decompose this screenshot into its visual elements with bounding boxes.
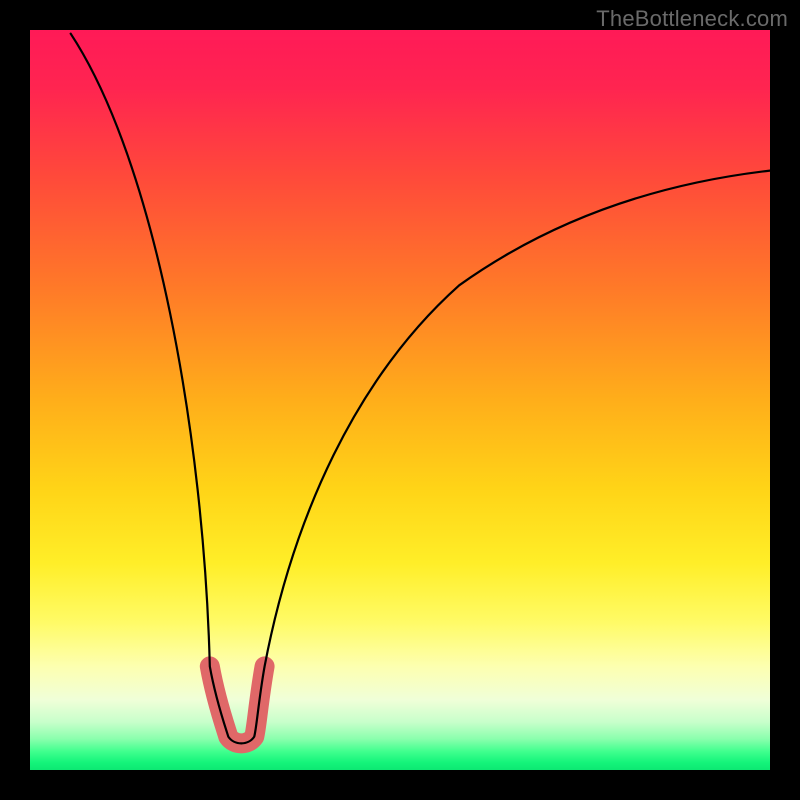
gradient-background <box>30 30 770 770</box>
chart-frame <box>30 30 770 770</box>
plot-svg <box>30 30 770 770</box>
watermark-text: TheBottleneck.com <box>596 6 788 32</box>
